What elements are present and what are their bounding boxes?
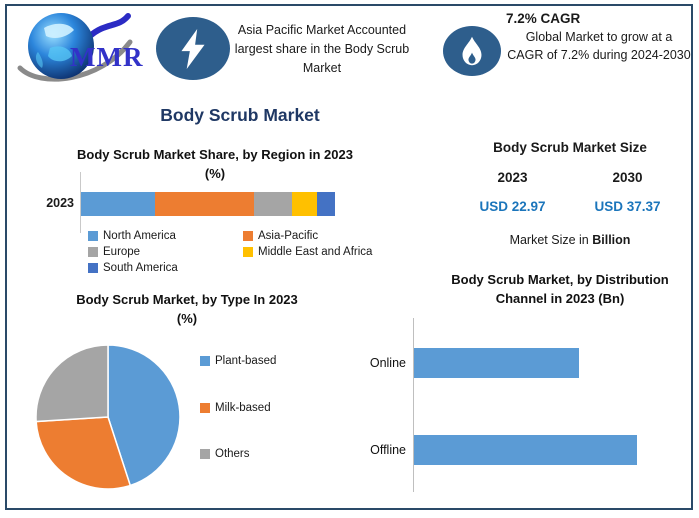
cagr-title: 7.2% CAGR [506,11,581,26]
hbar-online [414,348,579,378]
legend-label: North America [103,230,176,242]
cagr-callout: 7.2% CAGR Global Market to grow at a CAG… [506,11,692,64]
legend-item-plant-based: Plant-based [200,355,276,367]
cagr-text: Global Market to grow at a CAGR of 7.2% … [507,30,691,63]
region-chart-title: Body Scrub Market Share, by Region in 20… [30,146,400,184]
region-y-axis [80,172,81,233]
legend-label: Middle East and Africa [258,246,373,258]
hbar-row-online: Online [360,348,579,378]
legend-item-others: Others [200,448,276,460]
market-size-footnote: Market Size in Billion [455,233,685,247]
legend-marker-milk-based [200,402,210,413]
market-size-title: Body Scrub Market Size [493,140,647,155]
callout1-text: Asia Pacific Market Accounted largest sh… [234,23,410,75]
legend-marker-south-america [88,263,98,273]
region-segment-middle-east-and-africa [291,192,318,216]
legend-item-asia-pacific: Asia-Pacific [243,230,372,242]
legend-item-europe: Europe [88,246,243,258]
market-size-values: USD 22.97 USD 37.37 [455,199,685,214]
pie-slice-plant-based [107,344,181,487]
type-chart-title-line1: Body Scrub Market, by Type In 2023 [76,292,298,307]
market-size-year-2030: 2030 [612,170,643,185]
legend-marker-middle-east-and-africa [243,247,253,257]
globe-icon [17,13,133,82]
type-legend: Plant-based Milk-based Others [200,355,276,460]
legend-item-middle-east-and-africa: Middle East and Africa [243,246,372,258]
market-size-footnote-unit: Billion [592,233,631,247]
legend-marker-europe [88,247,98,257]
market-size-value-2030: USD 37.37 [594,199,661,214]
hbar-category-label: Offline [370,443,406,457]
legend-marker-north-america [88,231,98,241]
legend-label: Others [215,448,250,460]
legend-item-milk-based: Milk-based [200,402,276,414]
legend-marker-others [200,449,210,459]
logo-text: MMR [70,42,144,72]
lightning-icon [181,28,205,69]
legend-label: Plant-based [215,355,277,367]
lightning-icon-badge [156,17,230,80]
channel-y-axis [413,318,414,492]
legend-item-south-america: South America [88,262,243,274]
page-title: Body Scrub Market [160,105,320,125]
type-chart-subtitle: (%) [176,310,198,326]
hbar-category-label: Online [369,356,406,370]
region-legend: North America Asia-Pacific Europe Middle Ea… [88,230,372,274]
pie-slice-others [35,344,109,423]
market-size-footnote-prefix: Market Size in [509,233,593,247]
region-segment-north-america [81,192,155,216]
region-category-label: 2023 [46,196,74,210]
region-segment-south-america [317,192,335,216]
hbar-row-offline: Offline [360,435,637,465]
region-segment-asia-pacific [154,192,254,216]
legend-label: Milk-based [215,401,271,414]
type-pie-chart [33,342,183,492]
legend-marker-plant-based [200,356,210,366]
market-size-year-2023: 2023 [497,170,528,185]
channel-bars: Online Offline [360,318,690,493]
region-segment-europe [253,192,292,216]
channel-chart-title: Body Scrub Market, by Distribution Chann… [451,272,669,306]
flame-icon [462,36,482,66]
flame-icon-badge [443,26,501,76]
type-chart-title: Body Scrub Market, by Type In 2023 (%) [22,291,352,329]
region-chart-subtitle: (%) [204,165,226,181]
market-size-value-2023: USD 22.97 [479,199,546,214]
legend-label: South America [103,262,178,274]
market-size-years: 2023 2030 [455,170,685,185]
pie-slice-milk-based [35,416,132,490]
legend-label: Europe [103,246,141,258]
hbar-offline [414,435,637,465]
region-stacked-bar [81,192,335,216]
legend-marker-asia-pacific [243,231,253,241]
type-pie-svg [35,344,181,490]
legend-item-north-america: North America [88,230,243,242]
mmr-logo: MMR [14,8,148,90]
legend-label: Asia-Pacific [258,230,319,242]
region-chart-title-line1: Body Scrub Market Share, by Region in 20… [77,147,353,162]
